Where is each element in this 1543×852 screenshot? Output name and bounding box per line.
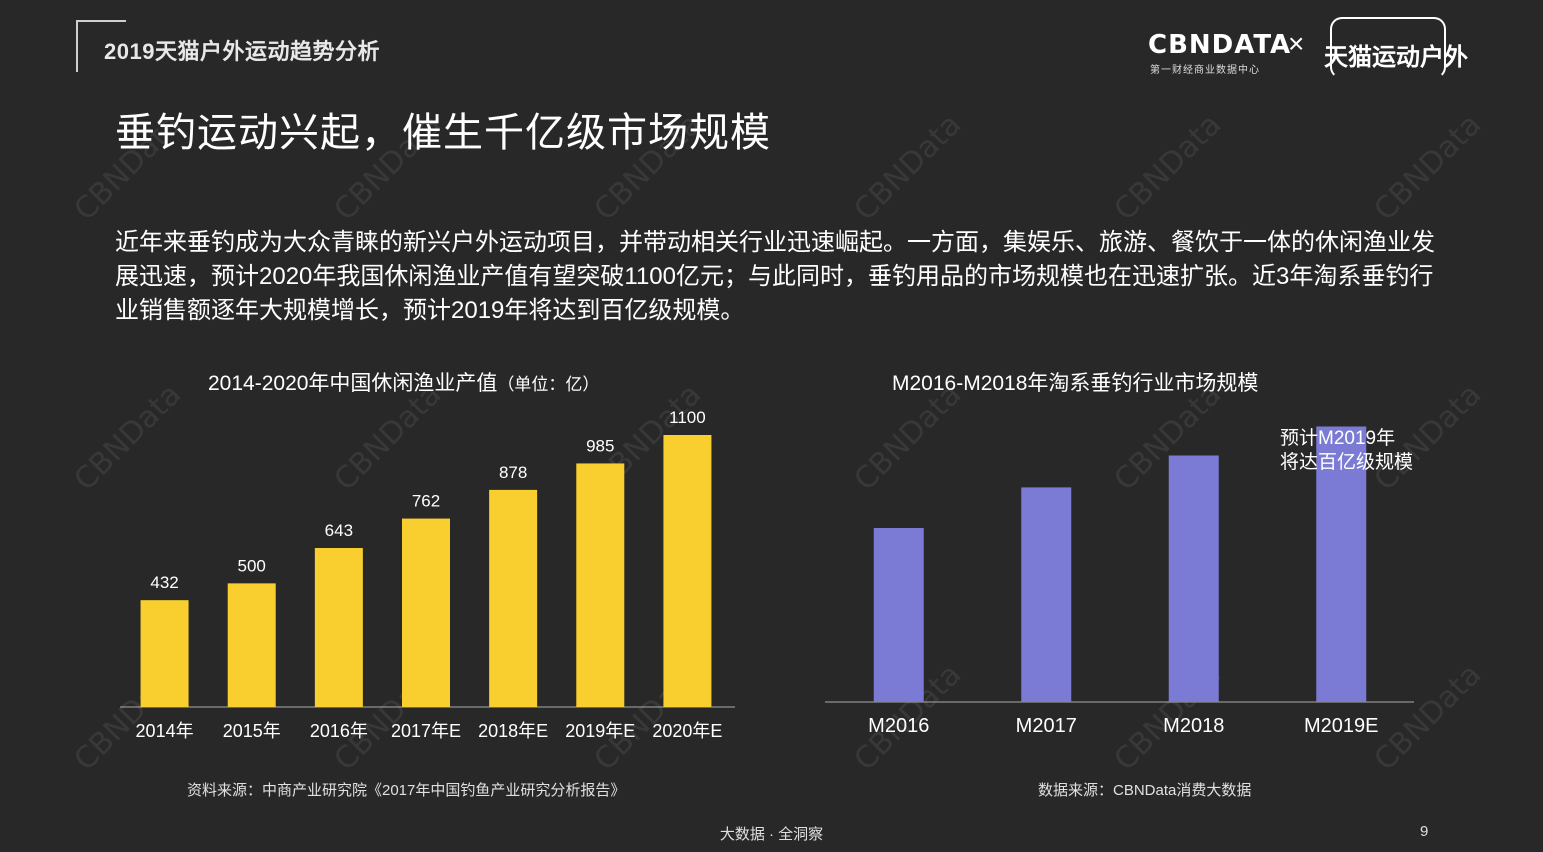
bar-M2016 (873, 528, 924, 702)
chart1-source: 资料来源：中商产业研究院《2017年中国钓鱼产业研究分析报告》 (187, 782, 626, 799)
category-label: 2014年 (136, 721, 194, 741)
category-label: 2018年E (478, 721, 548, 741)
bar-2018年E (489, 489, 538, 707)
chart1-title: 2014-2020年中国休闲渔业产值 (208, 372, 498, 395)
bar-2015年 (227, 583, 276, 707)
chart2-annotation-line2: 将达百亿级规模 (1280, 452, 1414, 473)
logo-separator: × (1288, 28, 1305, 59)
category-label: 2016年 (310, 721, 368, 741)
data-label: 985 (586, 436, 614, 455)
category-label: M2019E (1304, 715, 1379, 737)
chart2-annotation-line1: 预计M2019年 (1280, 428, 1396, 449)
cbndata-logo-subtitle: 第一财经商业数据中心 (1150, 65, 1260, 76)
bar-2019年E (576, 463, 625, 707)
bar-2016年 (314, 548, 363, 707)
data-label: 432 (150, 573, 178, 592)
category-label: 2020年E (652, 721, 722, 741)
bar-M2019E (1316, 426, 1367, 702)
data-label: 762 (412, 492, 440, 511)
cbndata-logo: CBNDATA (1148, 30, 1292, 60)
bar-2017年E (402, 518, 450, 707)
category-label: 2015年 (223, 721, 281, 741)
bar-2020年E (663, 435, 712, 707)
bar-M2017 (1021, 487, 1072, 702)
watermark-text: CBNData (1107, 107, 1229, 228)
category-label: M2016 (868, 715, 929, 737)
data-label: 643 (325, 521, 353, 540)
data-label: 878 (499, 463, 527, 482)
page-number: 9 (1420, 823, 1429, 840)
chart2-title: M2016-M2018年淘系垂钓行业市场规模 (892, 372, 1259, 395)
watermark-text: CBNData (1367, 107, 1489, 228)
footer-slogan: 大数据 · 全洞察 (719, 826, 824, 843)
page-title: 垂钓运动兴起，催生千亿级市场规模 (115, 111, 771, 155)
category-label: M2018 (1163, 715, 1224, 737)
chart1-fishery-output: 432 2014年 500 2015年 643 2016年 762 2017年E 878 2018… (120, 408, 735, 741)
data-label: 500 (238, 556, 266, 575)
intro-paragraph: 近年来垂钓成为大众青睐的新兴户外运动项目，并带动相关行业迅速崛起。一方面，集娱乐… (115, 229, 1435, 324)
tmall-sports-logo: 天猫运动户外 (1324, 44, 1468, 71)
chart1-title-wrap: 2014-2020年中国休闲渔业产值（单位：亿） (208, 367, 599, 397)
category-label: 2019年E (565, 721, 635, 741)
data-label: 1100 (669, 408, 706, 427)
header-bracket-decoration (76, 20, 126, 72)
chart1-unit: （单位：亿） (497, 375, 600, 394)
tmall-cat-logo-frame (1330, 17, 1446, 79)
chart2-source: 数据来源：CBNData消费大数据 (1038, 782, 1252, 799)
category-label: M2017 (1016, 715, 1077, 737)
watermark-text: CBNData (847, 107, 969, 228)
bar-2014年 (140, 600, 189, 707)
bar-M2018 (1168, 455, 1219, 702)
chart2-fishing-market: M2016 M2017 M2018 M2019E (825, 426, 1414, 737)
chart2-annotation: 预计M2019年 将达百亿级规模 (1280, 427, 1413, 475)
category-label: 2017年E (391, 721, 461, 741)
report-title: 2019天猫户外运动趋势分析 (104, 39, 380, 64)
